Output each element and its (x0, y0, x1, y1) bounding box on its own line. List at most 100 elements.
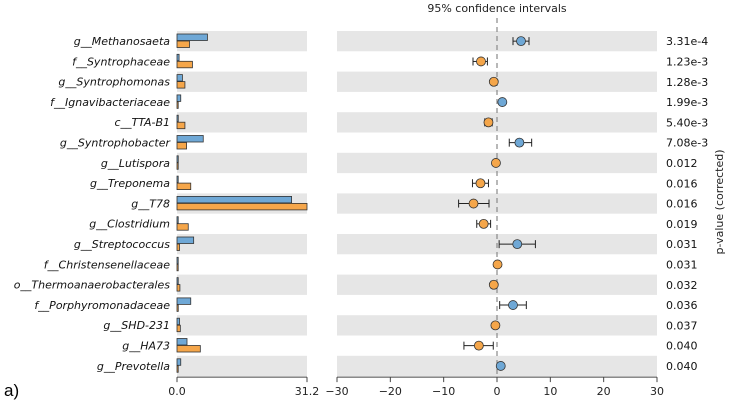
bar (176, 121, 186, 130)
row-stripe (177, 234, 307, 255)
p-value: 7.08e-3 (666, 137, 708, 150)
bar (176, 114, 179, 123)
taxon-label: f__Ignavibacteriaceae (50, 96, 170, 109)
p-value: 1.28e-3 (666, 76, 708, 89)
bar (176, 263, 179, 272)
bar (176, 142, 187, 150)
ci-point (514, 137, 525, 148)
ci-point (508, 300, 518, 310)
p-value: 0.012 (666, 157, 698, 170)
taxon-label: g__Syntrophobacter (60, 137, 172, 150)
ci-point (473, 340, 484, 351)
p-value: 0.037 (666, 319, 698, 332)
p-value: 0.019 (666, 218, 698, 231)
ci-point (516, 36, 526, 47)
ci-title: 95% confidence intervals (427, 2, 567, 15)
bar (176, 324, 181, 333)
bar (176, 345, 201, 353)
abundance-bar-chart: g__Methanosaeta f__Syntrophaceae g__Syntro… (14, 31, 320, 398)
ci-point (475, 178, 486, 189)
bar (176, 297, 192, 305)
taxon-label: c__TTA-B1 (114, 116, 170, 129)
bar (176, 243, 180, 251)
bar (176, 53, 180, 62)
p-value: 0.040 (666, 360, 698, 373)
ci-point (478, 218, 489, 229)
taxon-label: g__SHD-231 (103, 319, 170, 332)
ci-point (495, 361, 506, 371)
taxon-label: g__Treponema (90, 177, 170, 190)
bar (176, 33, 208, 41)
row-stripe (177, 152, 307, 174)
p-value: 5.40e-3 (666, 116, 708, 129)
p-value: 0.031 (666, 258, 698, 271)
p-value: 0.016 (666, 198, 698, 211)
bar (176, 94, 182, 102)
ci-point (492, 259, 503, 270)
taxon-label: g__HA73 (122, 340, 170, 353)
bar (176, 60, 193, 69)
x-tick-label: −10 (432, 385, 455, 398)
bar (176, 175, 179, 184)
bar (176, 365, 179, 373)
p-value: 0.040 (666, 340, 698, 353)
taxon-label: g__Clostridium (89, 218, 170, 231)
bar (176, 74, 183, 82)
p-value: 3.31e-4 (666, 35, 708, 48)
taxon-label: o__Thermoanaerobacterales (14, 279, 171, 292)
x-tick-label: −30 (325, 385, 348, 398)
row-stripe (177, 71, 307, 92)
p-value: 0.031 (666, 238, 698, 251)
taxon-label: g__T78 (131, 197, 170, 210)
x-tick-label: 10 (543, 385, 557, 398)
row-stripe (177, 355, 307, 377)
panel-label: a) (4, 381, 19, 400)
x-tick-label: 30 (650, 385, 664, 398)
ci-point (476, 56, 486, 67)
bar (176, 40, 190, 48)
bar (176, 216, 179, 224)
bar (176, 256, 179, 265)
ci-point (488, 76, 499, 87)
taxon-label: g__Methanosaeta (74, 35, 171, 48)
row-stripe (177, 112, 307, 133)
confidence-interval-plot: 95% confidence intervals −30 −20 −10 0 10 20 3… (325, 2, 726, 398)
ci-point (497, 97, 508, 107)
bar (176, 277, 179, 285)
ci-point (490, 320, 501, 331)
bar (176, 182, 192, 191)
taxon-label: g__Syntrophomonas (58, 76, 170, 89)
p-value: 0.032 (666, 279, 698, 292)
bar (176, 304, 179, 312)
bar (176, 135, 204, 143)
x-tick-label: 0 (494, 385, 501, 398)
p-value: 0.036 (666, 299, 698, 312)
bar (176, 101, 179, 109)
row-stripe (337, 31, 657, 52)
x-tick-label: 20 (597, 385, 611, 398)
taxon-label: f__Christensenellaceae (44, 258, 171, 271)
bar (176, 81, 186, 89)
taxon-label: g__Prevotella (97, 360, 170, 373)
row-stripe (177, 31, 307, 52)
bar (176, 317, 180, 326)
ci-point (468, 198, 479, 209)
p-value: 0.016 (666, 177, 698, 190)
taxon-label: f__Porphyromonadaceae (34, 299, 170, 312)
taxon-label: g__Streptococcus (74, 238, 170, 251)
taxon-label: f__Syntrophaceae (72, 55, 170, 68)
bar (176, 223, 189, 231)
x-tick-label: 31.2 (295, 385, 320, 398)
bar (176, 358, 182, 366)
row-stripe (337, 112, 657, 133)
bar (176, 236, 195, 244)
bar (176, 162, 179, 170)
p-value: 1.99e-3 (666, 96, 708, 109)
bar (176, 338, 188, 346)
ci-point (491, 158, 501, 168)
bar (176, 202, 308, 211)
bar (176, 284, 181, 292)
bar (176, 155, 179, 163)
ci-point (488, 279, 499, 290)
